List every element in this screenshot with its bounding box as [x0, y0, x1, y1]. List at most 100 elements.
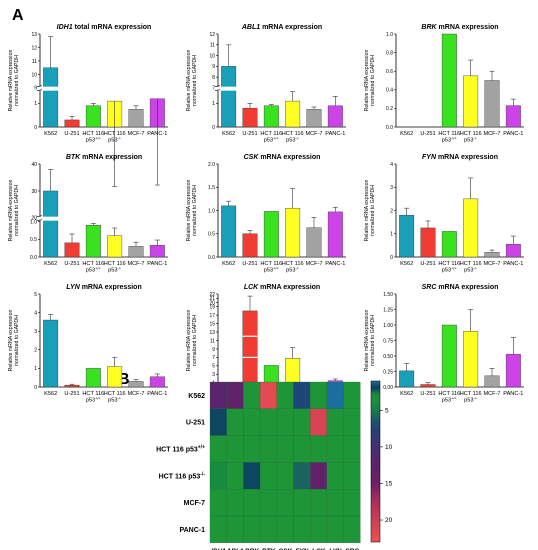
y-tick-label: 8 — [212, 75, 215, 81]
y-tick-label: 0.50 — [383, 354, 393, 360]
category-label: HCT 116 — [282, 261, 304, 267]
heatmap-cell — [343, 435, 361, 463]
y-axis-label: normalized to GAPDH — [370, 185, 376, 236]
y-tick-label: 3 — [212, 372, 215, 378]
y-tick-label: 21 — [209, 296, 215, 302]
y-tick-label: 7 — [212, 355, 215, 361]
bar-chart-csk: CSK mRNA expression Relative mRNA express… — [186, 154, 346, 274]
heatmap-cell — [259, 435, 277, 463]
y-tick-label: 1.50 — [383, 292, 393, 298]
bar — [306, 227, 322, 258]
bar — [505, 105, 521, 128]
category-label-sub: p53-/- — [286, 136, 300, 144]
bar-chart-abl1: ABL1 mRNA expression Relative mRNA expres… — [186, 24, 346, 144]
bar — [441, 324, 457, 388]
y-tick-label: 1.00 — [383, 323, 393, 329]
y-tick-label: 2 — [34, 348, 37, 354]
category-label-sub: p53+/+ — [86, 266, 102, 274]
heatmap-cell — [226, 515, 244, 543]
y-tick-label: 10 — [31, 72, 37, 78]
chart-title: BRK mRNA expression — [421, 24, 498, 31]
heatmap-col-label: CSK — [278, 548, 293, 550]
category-label: PANC-1 — [325, 261, 345, 267]
bar — [399, 370, 415, 388]
y-tick-label: 30 — [31, 189, 37, 195]
colorbar — [370, 380, 381, 543]
category-label: PANC-1 — [325, 131, 345, 137]
y-tick-label: 0.6 — [386, 69, 393, 75]
category-label: MCF-7 — [127, 131, 144, 137]
heatmap-cell — [293, 408, 311, 436]
chart-title: LCK mRNA expression — [244, 284, 320, 291]
y-tick-label: 5 — [212, 364, 215, 370]
bar — [242, 233, 258, 258]
y-tick-label: 1 — [34, 366, 37, 372]
category-label: U-251 — [64, 131, 79, 137]
category-label-sub: p53-/- — [464, 396, 478, 404]
y-axis-label: normalized to GAPDH — [370, 315, 376, 366]
bar — [128, 381, 144, 388]
heatmap-cell — [326, 489, 344, 517]
category-label: HCT 116 — [438, 261, 460, 267]
category-label: HCT 116 — [82, 131, 104, 137]
heatmap-col-label: BTK — [262, 548, 277, 550]
heatmap-cell — [326, 435, 344, 463]
category-label: PANC-1 — [503, 261, 523, 267]
heatmap-cell — [209, 435, 227, 463]
category-label: HCT 116 — [438, 131, 460, 137]
category-label: MCF-7 — [127, 261, 144, 267]
heatmap-cell — [276, 489, 294, 517]
bar-chart-idh1: IDH1 total mRNA expression Relative mRNA … — [8, 24, 168, 187]
category-label: K562 — [400, 261, 413, 267]
bar — [85, 105, 101, 128]
heatmap-row-label: K562 — [188, 393, 205, 400]
category-label-sub: p53-/- — [464, 136, 478, 144]
bar — [85, 224, 101, 258]
y-tick-label: 3 — [390, 185, 393, 191]
y-tick-label: 1 — [34, 101, 37, 107]
y-axis-label: Relative mRNA expression — [8, 180, 14, 242]
y-axis-label: Relative mRNA expression — [8, 50, 14, 112]
bar — [505, 244, 521, 258]
y-tick-label: 12 — [31, 45, 37, 51]
chart-title: BTK mRNA expression — [66, 154, 142, 161]
heatmap-cell — [310, 462, 328, 490]
heatmap-cell — [226, 435, 244, 463]
heatmap-cell — [259, 462, 277, 490]
bar — [441, 231, 457, 258]
y-axis-label: Relative mRNA expression — [364, 50, 370, 112]
category-label: U-251 — [242, 131, 257, 137]
heatmap-cell — [293, 489, 311, 517]
chart-title: SRC mRNA expression — [422, 284, 499, 291]
bar-chart-lyn: LYN mRNA expression Relative mRNA express… — [8, 284, 168, 404]
category-label: MCF-7 — [483, 131, 500, 137]
category-label: U-251 — [64, 261, 79, 267]
heatmap-cell — [276, 515, 294, 543]
category-label-sub: p53-/- — [108, 136, 122, 144]
bar — [43, 190, 59, 258]
y-tick-label: 9 — [34, 86, 37, 92]
heatmap-cell — [310, 515, 328, 543]
heatmap-cell — [343, 489, 361, 517]
y-tick-label: 20 — [31, 216, 37, 222]
bar — [327, 211, 343, 258]
heatmap-cell — [310, 435, 328, 463]
bar — [64, 384, 80, 388]
heatmap-cell — [259, 408, 277, 436]
category-label: HCT 116 — [104, 131, 126, 137]
chart-title: ABL1 mRNA expression — [241, 24, 322, 31]
y-tick-label: 1.5 — [208, 185, 215, 191]
heatmap-cell — [209, 381, 227, 409]
break-mark — [214, 85, 221, 87]
y-tick-label: 19 — [209, 304, 215, 310]
category-label: HCT 116 — [438, 391, 460, 397]
y-tick-label: 22 — [209, 292, 215, 298]
category-label: U-251 — [420, 391, 435, 397]
y-tick-label: 1.0 — [30, 219, 37, 225]
heatmap-row-label: HCT 116 p53-/- — [159, 471, 206, 480]
bar — [107, 366, 123, 388]
y-tick-label: 20 — [209, 300, 215, 306]
heatmap-col-label: SRC — [345, 548, 359, 550]
heatmap-cell — [293, 515, 311, 543]
